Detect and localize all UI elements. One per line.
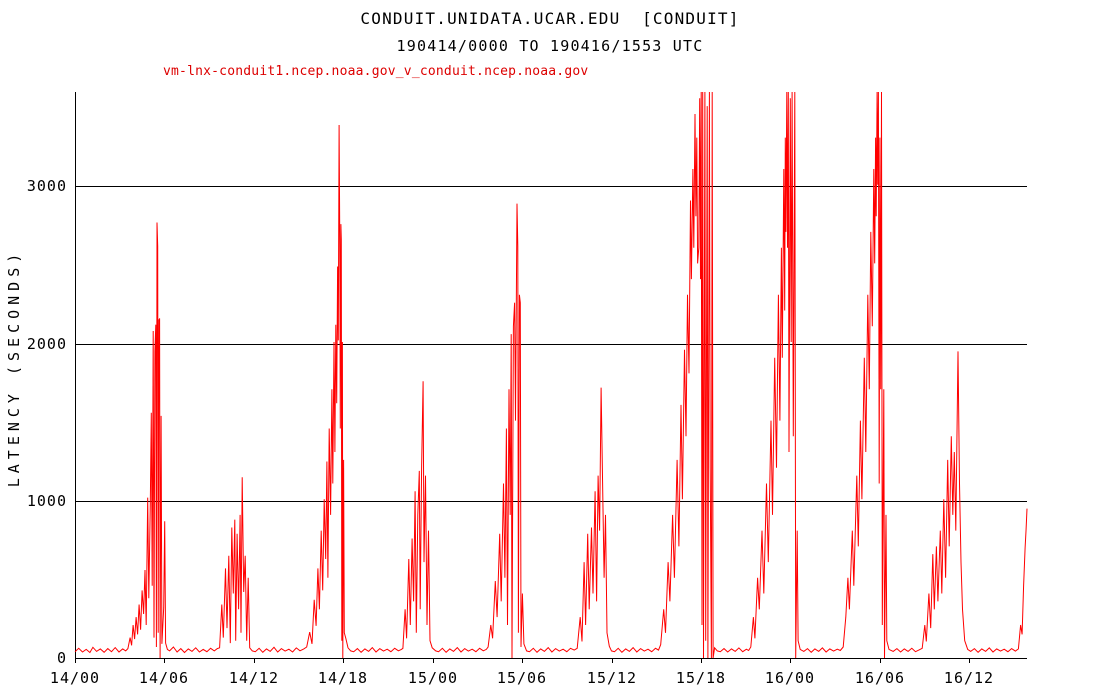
x-tick-label-14/12: 14/12 <box>228 669 280 687</box>
legend-host-pair-label: vm-lnx-conduit1.ncep.noaa.gov_v_conduit.… <box>163 64 589 79</box>
chart-title: CONDUIT.UNIDATA.UCAR.EDU [CONDUIT] <box>360 9 740 28</box>
x-tick-label-16/06: 16/06 <box>854 669 906 687</box>
x-tick-label-15/00: 15/00 <box>407 669 459 687</box>
x-tick-label-15/12: 15/12 <box>586 669 638 687</box>
y-tick-label-0: 0 <box>56 649 67 667</box>
x-tick-label-15/06: 15/06 <box>496 669 548 687</box>
y-tick-label-1000: 1000 <box>26 492 67 510</box>
axes <box>75 92 1027 659</box>
x-tick-label-16/12: 16/12 <box>943 669 995 687</box>
x-tick-label-15/18: 15/18 <box>675 669 727 687</box>
x-tick-label-14/18: 14/18 <box>317 669 369 687</box>
y-tick-label-3000: 3000 <box>26 177 67 195</box>
y-tick-label-2000: 2000 <box>26 335 67 353</box>
x-tick-label-16/00: 16/00 <box>764 669 816 687</box>
chart-subtitle: 190414/0000 TO 190416/1553 UTC <box>396 37 704 55</box>
latency-series-line <box>74 91 1028 659</box>
x-tick-label-14/06: 14/06 <box>138 669 190 687</box>
x-tick-label-14/00: 14/00 <box>49 669 101 687</box>
